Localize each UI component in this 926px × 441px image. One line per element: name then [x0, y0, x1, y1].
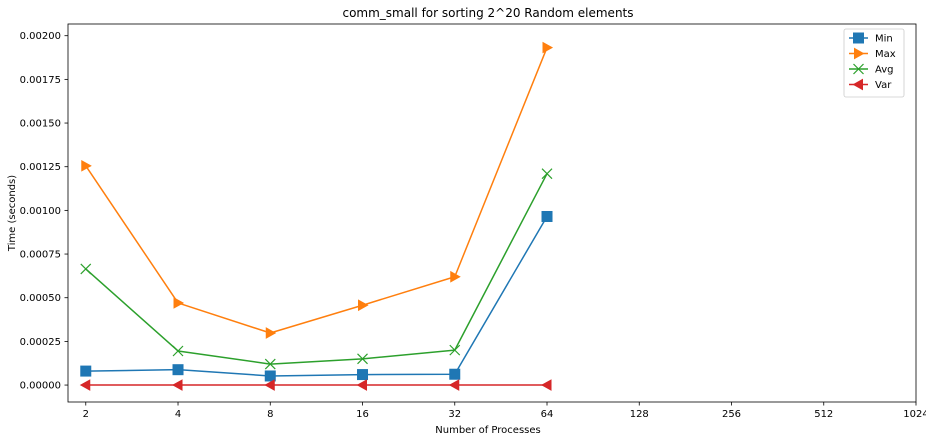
data-point-max [358, 299, 369, 312]
x-tick-label: 4 [175, 409, 181, 420]
data-point-min [80, 365, 92, 377]
data-point-var [171, 379, 183, 391]
data-point-avg [172, 345, 184, 357]
y-tick-label: 0.00000 [20, 381, 61, 392]
data-point-avg [541, 168, 553, 180]
series-line-max [85, 47, 548, 334]
data-point-min [264, 370, 276, 382]
y-tick-label: 0.00125 [20, 162, 61, 173]
data-point-var [264, 379, 275, 391]
data-point-min [172, 364, 184, 376]
legend-marker-avg [853, 63, 864, 75]
data-point-var [356, 379, 368, 391]
series-max [81, 41, 554, 339]
y-tick-label: 0.00075 [20, 250, 61, 261]
x-tick-label: 128 [630, 409, 649, 420]
legend-label-var: Var [875, 80, 892, 91]
series-line-min [85, 216, 548, 377]
legend-marker-var [852, 78, 863, 91]
data-point-min [357, 369, 369, 381]
legend-item-var: Var [849, 78, 892, 91]
x-tick-label: 512 [814, 409, 833, 420]
data-point-avg [264, 358, 276, 370]
plot-area-frame [67, 23, 917, 403]
series-var [79, 379, 552, 391]
y-tick-label: 0.00150 [20, 119, 61, 130]
legend: Min Max Avg Var [843, 28, 905, 98]
x-tick-label: 8 [267, 409, 273, 420]
data-point-max [265, 327, 277, 339]
series-avg [80, 168, 553, 370]
y-axis-ticks: 0.00000 0.00025 0.00050 0.00075 0.00100 0.001… [20, 31, 68, 392]
legend-item-min: Min [849, 32, 893, 45]
data-point-avg [80, 263, 92, 275]
series-layer [79, 41, 554, 391]
legend-label-max: Max [875, 49, 896, 60]
data-point-min [541, 210, 553, 222]
data-point-max [81, 159, 92, 172]
legend-item-max: Max [849, 47, 896, 60]
data-point-max [173, 297, 185, 309]
legend-box [843, 28, 905, 98]
legend-marker-max [854, 47, 865, 60]
y-tick-label: 0.00050 [20, 293, 61, 304]
y-tick-label: 0.00025 [20, 337, 61, 348]
data-point-var [540, 379, 552, 391]
data-point-var [448, 379, 460, 391]
y-tick-label: 0.00200 [20, 31, 61, 42]
y-tick-label: 0.00175 [20, 75, 61, 86]
series-line-avg [85, 173, 548, 365]
legend-item-avg: Avg [849, 63, 894, 76]
legend-label-min: Min [875, 34, 893, 45]
data-point-min [449, 368, 461, 380]
y-tick-label: 0.00100 [20, 206, 61, 217]
legend-marker-min [853, 32, 864, 44]
x-axis-label: Number of Processes [435, 425, 540, 436]
legend-label-avg: Avg [875, 65, 894, 76]
data-point-var [79, 379, 91, 391]
data-point-avg [449, 344, 461, 356]
x-tick-label: 64 [541, 409, 554, 420]
data-point-max [542, 41, 554, 54]
x-tick-label: 32 [448, 409, 461, 420]
data-point-avg [357, 353, 368, 365]
chart-title: comm_small for sorting 2^20 Random eleme… [342, 6, 633, 20]
x-axis-ticks: 2 4 8 16 32 64 128 256 512 1024 [83, 402, 926, 420]
data-point-max [450, 270, 461, 283]
x-tick-label: 2 [83, 409, 89, 420]
series-min [80, 210, 553, 382]
x-tick-label: 16 [356, 409, 369, 420]
x-tick-label: 256 [722, 409, 741, 420]
y-axis-label: Time (seconds) [7, 175, 18, 252]
x-tick-label: 1024 [903, 409, 926, 420]
